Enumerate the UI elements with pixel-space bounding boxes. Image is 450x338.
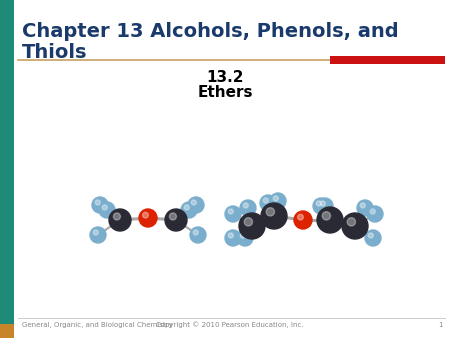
FancyBboxPatch shape [330, 56, 445, 64]
Circle shape [191, 200, 196, 205]
Circle shape [113, 213, 121, 220]
Circle shape [92, 197, 108, 213]
Circle shape [139, 209, 157, 227]
Circle shape [360, 203, 365, 208]
Circle shape [193, 230, 198, 235]
Circle shape [270, 193, 286, 209]
Circle shape [365, 230, 381, 246]
Circle shape [95, 200, 100, 205]
Circle shape [165, 209, 187, 231]
Circle shape [316, 201, 321, 206]
Circle shape [102, 205, 107, 210]
Text: 1: 1 [438, 322, 443, 328]
Circle shape [190, 227, 206, 243]
Circle shape [225, 206, 241, 222]
Circle shape [99, 202, 115, 218]
Circle shape [294, 211, 312, 229]
Circle shape [322, 212, 330, 220]
Circle shape [228, 209, 233, 214]
Circle shape [368, 233, 373, 238]
Circle shape [240, 233, 245, 238]
FancyBboxPatch shape [0, 0, 14, 338]
Circle shape [244, 218, 252, 226]
Circle shape [317, 198, 333, 214]
FancyBboxPatch shape [0, 324, 14, 338]
Circle shape [313, 198, 329, 214]
Text: Chapter 13 Alcohols, Phenols, and: Chapter 13 Alcohols, Phenols, and [22, 22, 399, 41]
Circle shape [260, 195, 276, 211]
Circle shape [181, 202, 197, 218]
Circle shape [184, 205, 189, 210]
Circle shape [109, 209, 131, 231]
Circle shape [320, 201, 325, 206]
Circle shape [261, 203, 287, 229]
Circle shape [297, 214, 303, 220]
Circle shape [357, 200, 373, 216]
Circle shape [347, 218, 356, 226]
Circle shape [237, 230, 253, 246]
Text: General, Organic, and Biological Chemistry: General, Organic, and Biological Chemist… [22, 322, 173, 328]
Circle shape [90, 227, 106, 243]
Circle shape [263, 198, 268, 203]
Circle shape [239, 213, 265, 239]
Text: Thiols: Thiols [22, 43, 87, 62]
Circle shape [243, 203, 248, 208]
Circle shape [169, 213, 176, 220]
Circle shape [342, 213, 368, 239]
Text: 13.2: 13.2 [206, 70, 244, 85]
Circle shape [225, 230, 241, 246]
Circle shape [240, 200, 256, 216]
Circle shape [143, 212, 148, 218]
Circle shape [266, 208, 274, 216]
Circle shape [273, 196, 278, 201]
Circle shape [188, 197, 204, 213]
Circle shape [317, 207, 343, 233]
Text: Ethers: Ethers [197, 85, 253, 100]
Circle shape [228, 233, 233, 238]
Text: Copyright © 2010 Pearson Education, Inc.: Copyright © 2010 Pearson Education, Inc. [156, 322, 304, 328]
Circle shape [370, 209, 375, 214]
Circle shape [93, 230, 98, 235]
Circle shape [367, 206, 383, 222]
